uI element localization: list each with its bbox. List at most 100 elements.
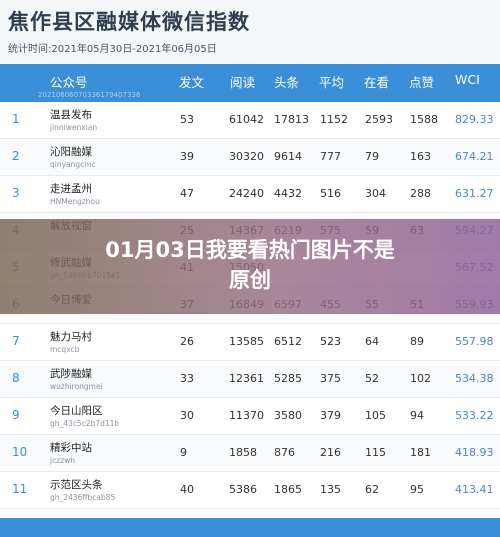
posts-cell: 40 <box>180 483 194 496</box>
rank-number: 3 <box>12 186 20 200</box>
reads-cell: 12361 <box>229 372 264 385</box>
posts-cell: 26 <box>180 335 194 348</box>
headline-cell: 3580 <box>274 409 302 422</box>
account-id: jinniwenxian <box>50 123 98 132</box>
col-headline: 头条 <box>274 75 300 90</box>
wci-cell: 557.98 <box>455 335 494 348</box>
banner-line-1: 01月03日我要看热门图片不是 <box>105 238 395 262</box>
account-id: qinyangcmc <box>50 160 96 169</box>
wci-cell: 534.38 <box>455 372 494 385</box>
account-id: jczzwh <box>50 456 75 465</box>
reads-cell: 13585 <box>229 335 264 348</box>
average-cell: 135 <box>320 483 341 496</box>
headline-cell: 17813 <box>274 113 309 126</box>
reads-cell: 30320 <box>229 150 264 163</box>
posts-cell: 53 <box>180 113 194 126</box>
account-name[interactable]: 精彩中站 <box>50 442 92 454</box>
account-name[interactable]: 温县发布 <box>50 109 92 121</box>
average-cell: 523 <box>320 335 341 348</box>
average-cell: 379 <box>320 409 341 422</box>
account-name[interactable]: 魅力马村 <box>50 331 92 343</box>
headline-cell: 6512 <box>274 335 302 348</box>
watching-cell: 304 <box>365 187 386 200</box>
likes-cell: 288 <box>410 187 431 200</box>
account-id: gh_43c5c2b7d11b <box>50 419 120 428</box>
likes-cell: 163 <box>410 150 431 163</box>
headline-cell: 1865 <box>274 483 302 496</box>
table-row[interactable]: 8 武陟融媒 wuzhirongmei 33 12361 5285 375 52 102 534.… <box>0 361 500 398</box>
watching-cell: 79 <box>365 150 379 163</box>
posts-cell: 30 <box>180 409 194 422</box>
col-account: 公众号 <box>50 75 88 90</box>
account-name[interactable]: 武陟融媒 <box>50 368 92 380</box>
watching-cell: 52 <box>365 372 379 385</box>
account-name[interactable]: 沁阳融媒 <box>50 146 92 158</box>
table-watermark: 20210606070336179407336 <box>38 91 141 99</box>
headline-cell: 9614 <box>274 150 302 163</box>
table-row[interactable]: 1 温县发布 jinniwenxian 53 61042 17813 1152 2593 158… <box>0 102 500 139</box>
table-row[interactable]: 2 沁阳融媒 qinyangcmc 39 30320 9614 777 79 163 674.21 <box>0 139 500 176</box>
reads-cell: 24240 <box>229 187 264 200</box>
reads-cell: 5386 <box>229 483 257 496</box>
col-likes: 点赞 <box>409 75 435 90</box>
rank-number: 11 <box>12 482 28 496</box>
rank-number: 2 <box>12 149 20 163</box>
rank-number: 1 <box>12 112 20 126</box>
posts-cell: 9 <box>180 446 187 459</box>
account-id: HNMengzhou <box>50 197 100 206</box>
average-cell: 777 <box>320 150 341 163</box>
posts-cell: 39 <box>180 150 194 163</box>
col-posts: 发文 <box>179 75 205 90</box>
wci-cell: 418.93 <box>455 446 494 459</box>
likes-cell: 181 <box>410 446 431 459</box>
table-row[interactable]: 10 精彩中站 jczzwh 9 1858 876 216 115 181 418.93 <box>0 435 500 472</box>
average-cell: 1152 <box>320 113 348 126</box>
col-reads: 阅读 <box>230 75 256 90</box>
statistics-period: 统计时间:2021年05月30日-2021年06月05日 <box>8 44 217 55</box>
average-cell: 516 <box>320 187 341 200</box>
wci-cell: 829.33 <box>455 113 494 126</box>
average-cell: 216 <box>320 446 341 459</box>
account-name[interactable]: 走进孟州 <box>50 183 92 195</box>
rank-number: 9 <box>12 408 20 422</box>
wci-cell: 413.41 <box>455 483 494 496</box>
col-wci: WCI <box>455 72 480 87</box>
table-row[interactable]: 3 走进孟州 HNMengzhou 47 24240 4432 516 304 288 631.2… <box>0 176 500 213</box>
bottom-bar <box>0 518 500 537</box>
account-name[interactable]: 示范区头条 <box>50 479 103 491</box>
likes-cell: 95 <box>410 483 424 496</box>
rank-number: 10 <box>12 445 28 459</box>
likes-cell: 89 <box>410 335 424 348</box>
page-header: 焦作县区融媒体微信指数 统计时间:2021年05月30日-2021年06月05日 <box>0 0 500 64</box>
wci-cell: 533.22 <box>455 409 494 422</box>
page-title: 焦作县区融媒体微信指数 <box>8 10 250 34</box>
reads-cell: 61042 <box>229 113 264 126</box>
watching-cell: 64 <box>365 335 379 348</box>
account-id: gh_2436ffbcab85 <box>50 493 116 502</box>
table-header: 公众号 发文 阅读 头条 平均 在看 点赞 WCI 20210606070336… <box>0 64 500 102</box>
headline-banner[interactable]: 01月03日我要看热门图片不是 原创 <box>0 219 500 314</box>
table-row[interactable]: 9 今日山阳区 gh_43c5c2b7d11b 30 11370 3580 379 105 94… <box>0 398 500 435</box>
likes-cell: 1588 <box>410 113 438 126</box>
reads-cell: 1858 <box>229 446 257 459</box>
table-row[interactable]: 7 魅力马村 mcqxcb 26 13585 6512 523 64 89 557.98 <box>0 324 500 361</box>
watching-cell: 105 <box>365 409 386 422</box>
posts-cell: 47 <box>180 187 194 200</box>
headline-cell: 4432 <box>274 187 302 200</box>
rank-number: 8 <box>12 371 20 385</box>
table-row[interactable]: 11 示范区头条 gh_2436ffbcab85 40 5386 1865 135 62 95 4… <box>0 472 500 509</box>
likes-cell: 94 <box>410 409 424 422</box>
col-watching: 在看 <box>364 75 390 90</box>
average-cell: 375 <box>320 372 341 385</box>
col-average: 平均 <box>319 75 345 90</box>
posts-cell: 33 <box>180 372 194 385</box>
wci-cell: 631.27 <box>455 187 494 200</box>
account-name[interactable]: 今日山阳区 <box>50 405 103 417</box>
account-id: mcqxcb <box>50 345 80 354</box>
headline-cell: 876 <box>274 446 295 459</box>
wci-cell: 674.21 <box>455 150 494 163</box>
likes-cell: 102 <box>410 372 431 385</box>
headline-cell: 5285 <box>274 372 302 385</box>
watching-cell: 2593 <box>365 113 393 126</box>
